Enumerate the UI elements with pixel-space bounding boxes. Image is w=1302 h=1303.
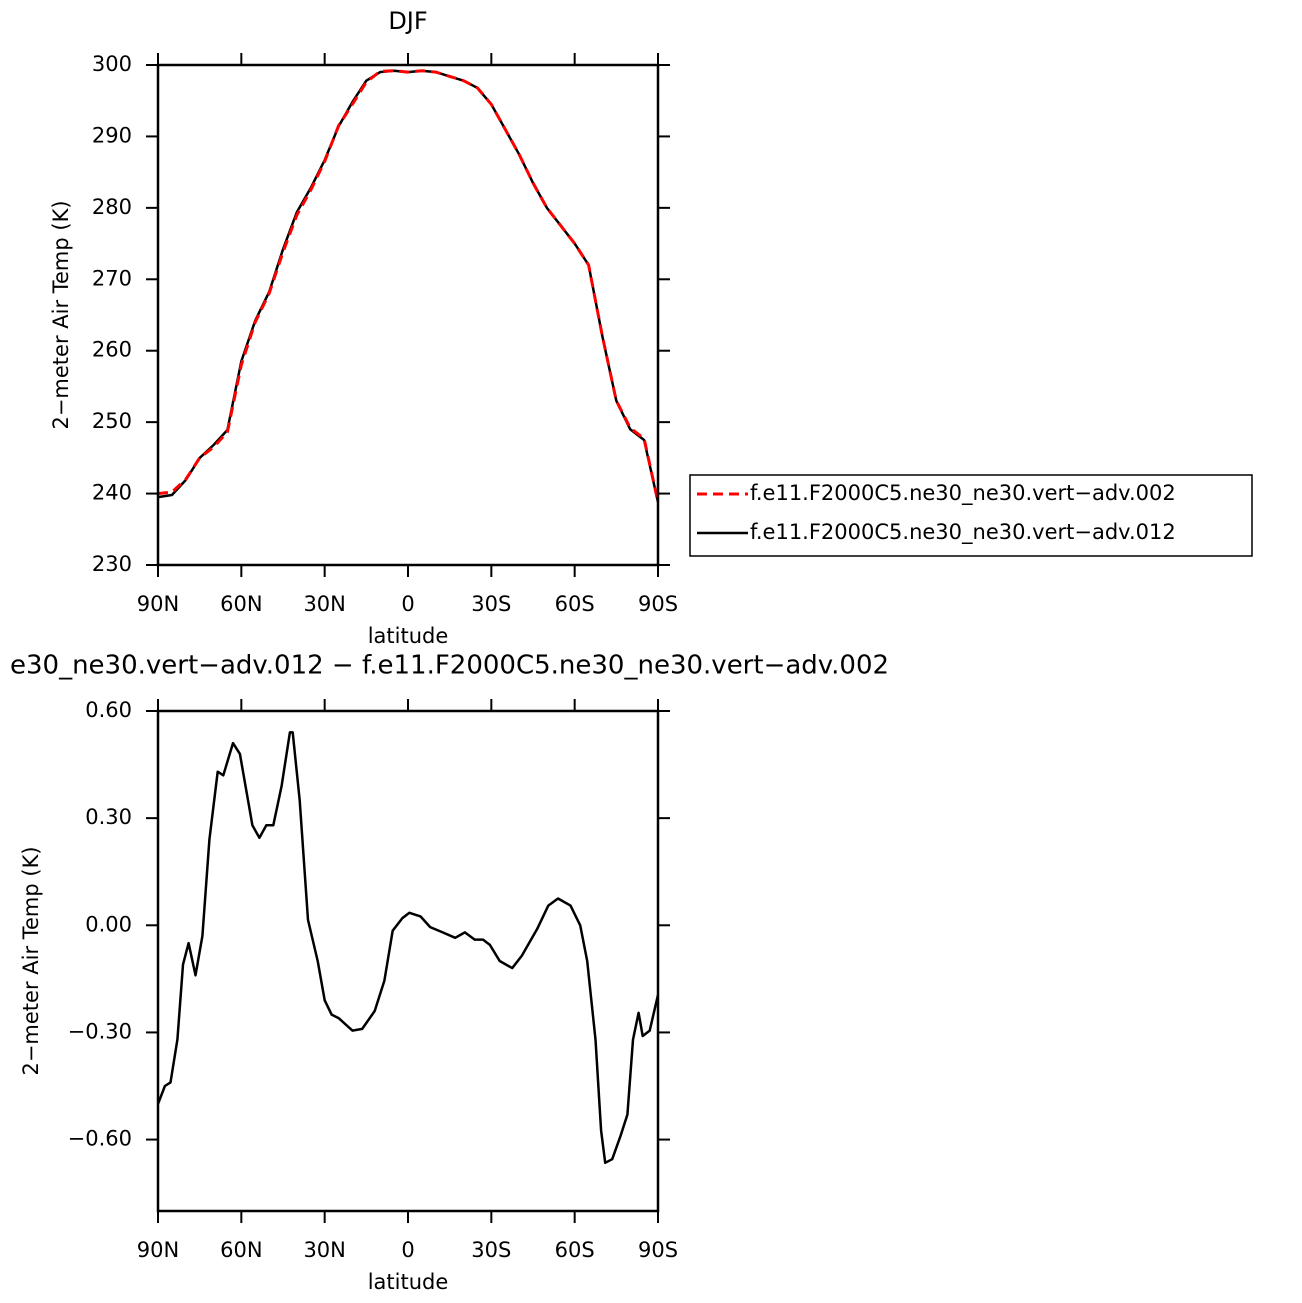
y-tick-label: 250 <box>92 409 132 433</box>
x-axis-label: latitude <box>368 1270 449 1294</box>
y-tick-label: 290 <box>92 123 132 147</box>
data-line <box>157 69 660 503</box>
x-tick-label: 90S <box>638 592 678 616</box>
x-tick-label: 60N <box>220 1238 262 1262</box>
x-tick-label: 60S <box>555 1238 595 1262</box>
x-tick-label: 30N <box>303 1238 345 1262</box>
x-tick-label: 0 <box>401 1238 414 1262</box>
data-line <box>157 69 660 503</box>
x-tick-label: 90N <box>137 1238 179 1262</box>
y-axis-label: 2−meter Air Temp (K) <box>49 200 73 429</box>
y-tick-label: 0.60 <box>85 698 132 722</box>
y-tick-label: 0.00 <box>85 912 132 936</box>
plot-frame <box>156 709 660 1213</box>
chart-title: DJF <box>388 7 427 35</box>
plot-frame <box>156 63 660 567</box>
y-tick-label: −0.60 <box>68 1127 132 1151</box>
x-tick-label: 30S <box>471 1238 511 1262</box>
y-tick-label: 230 <box>92 552 132 576</box>
y-tick-label: 0.30 <box>85 805 132 829</box>
y-tick-label: 240 <box>92 481 132 505</box>
y-tick-label: 270 <box>92 266 132 290</box>
x-tick-label: 0 <box>401 592 414 616</box>
legend-label: f.e11.F2000C5.ne30_ne30.vert−adv.002 <box>750 481 1176 506</box>
y-tick-label: 280 <box>92 195 132 219</box>
x-tick-label: 30S <box>471 592 511 616</box>
y-axis-label: 2−meter Air Temp (K) <box>19 846 43 1075</box>
x-tick-label: 60S <box>555 592 595 616</box>
x-tick-label: 90N <box>137 592 179 616</box>
x-tick-label: 60N <box>220 592 262 616</box>
y-tick-label: −0.30 <box>68 1019 132 1043</box>
data-line <box>156 731 660 1165</box>
y-tick-label: 260 <box>92 338 132 362</box>
legend-box <box>689 474 1253 557</box>
chart-title: e30_ne30.vert−adv.012 − f.e11.F2000C5.ne… <box>10 651 889 681</box>
y-tick-label: 300 <box>92 52 132 76</box>
legend-label: f.e11.F2000C5.ne30_ne30.vert−adv.012 <box>750 520 1176 545</box>
x-axis-label: latitude <box>368 624 449 648</box>
x-tick-label: 90S <box>638 1238 678 1262</box>
x-tick-label: 30N <box>303 592 345 616</box>
